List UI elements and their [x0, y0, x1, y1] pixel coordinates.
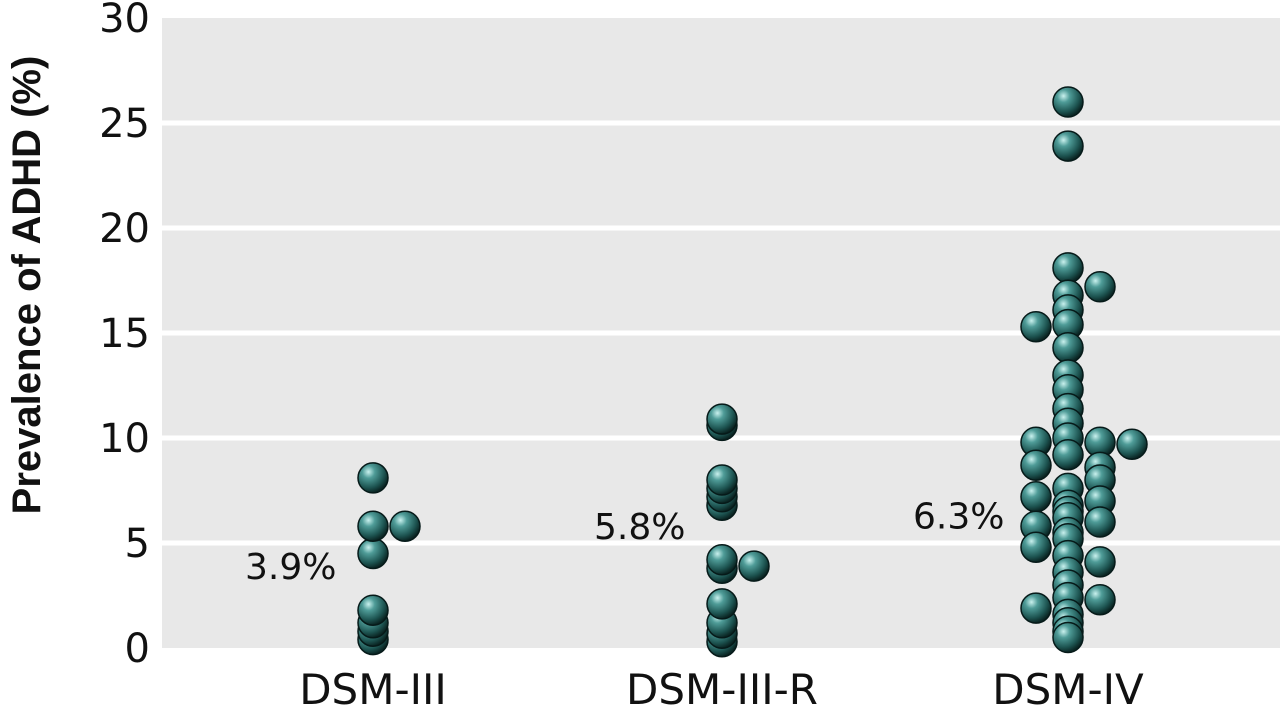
data-point: [357, 462, 389, 494]
data-point: [1052, 439, 1084, 471]
data-point: [1084, 506, 1116, 538]
data-point: [706, 544, 738, 576]
y-axis-label: Prevalence of ADHD (%): [5, 56, 49, 515]
y-tick-label: 5: [125, 521, 150, 567]
data-point: [706, 403, 738, 435]
y-tick-label: 30: [99, 0, 150, 42]
data-point: [357, 510, 389, 542]
data-point: [706, 588, 738, 620]
annotations: 3.9% 5.8% 6.3%: [245, 497, 1004, 588]
data-point: [1020, 592, 1052, 624]
category-label: DSM-IV: [992, 665, 1144, 707]
category-label: DSM-III: [299, 665, 447, 707]
y-tick-label: 20: [99, 206, 150, 252]
data-point: [1052, 331, 1084, 364]
y-tick-labels: 0 5 10 15 20 25 30: [99, 0, 150, 672]
mean-annotation: 5.8%: [594, 507, 685, 548]
data-point: [1020, 531, 1052, 563]
y-tick-label: 15: [99, 311, 150, 357]
data-point: [357, 594, 389, 626]
data-point: [1052, 621, 1084, 654]
y-tick-label: 10: [99, 416, 150, 462]
data-points: [357, 86, 1148, 658]
y-tick-label: 25: [99, 101, 150, 147]
data-point: [706, 464, 738, 496]
category-label: DSM-III-R: [626, 665, 818, 707]
data-point: [1084, 271, 1116, 303]
data-point: [389, 510, 421, 542]
data-point: [1052, 130, 1084, 162]
data-point: [738, 550, 770, 582]
y-tick-label: 0: [125, 626, 150, 672]
data-point: [1020, 449, 1052, 482]
mean-annotation: 3.9%: [245, 547, 336, 588]
data-point: [357, 537, 389, 570]
data-point: [1020, 481, 1052, 513]
mean-annotation: 6.3%: [913, 497, 1004, 538]
data-point: [1052, 252, 1084, 284]
category-labels: DSM-III DSM-III-R DSM-IV: [299, 665, 1144, 707]
data-point: [1084, 546, 1116, 578]
data-point: [1116, 428, 1148, 461]
data-point: [1084, 583, 1116, 616]
data-point: [1052, 86, 1084, 118]
data-point: [1020, 310, 1052, 343]
